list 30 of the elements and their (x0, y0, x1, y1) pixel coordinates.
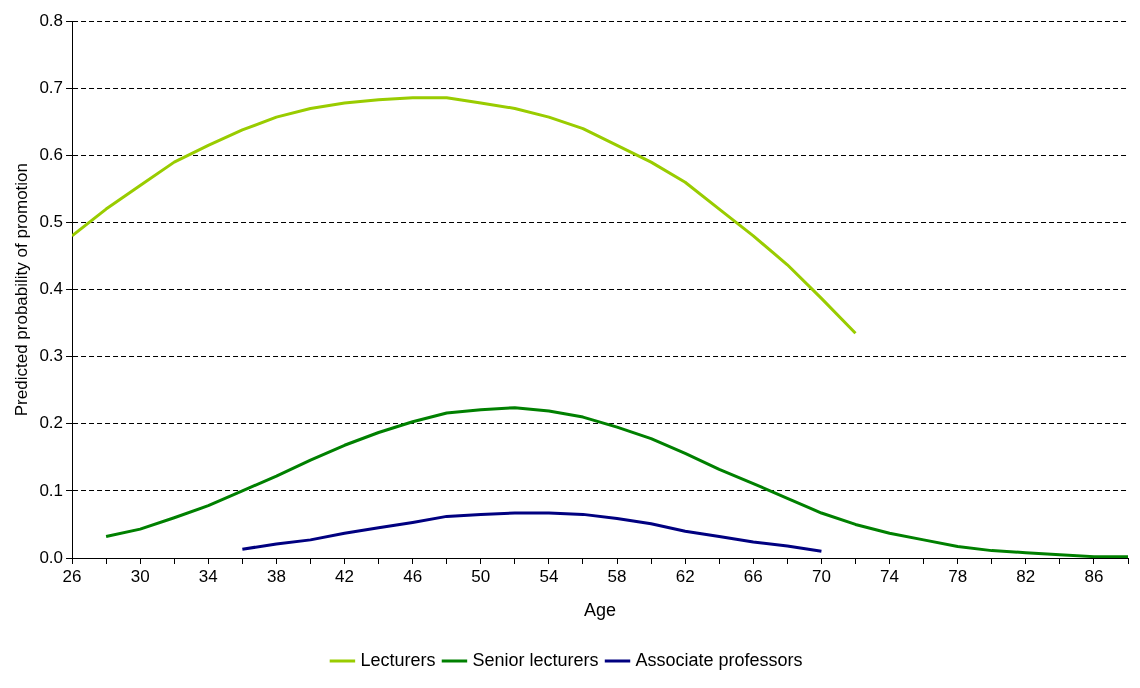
y-tick-label: 0.2 (39, 413, 64, 433)
y-tick-label: 0.6 (39, 145, 64, 165)
x-tick-label: 38 (266, 566, 286, 586)
y-tick-label: 0.5 (39, 212, 64, 232)
x-tick-label: 34 (198, 566, 218, 586)
x-tick-label: 42 (335, 566, 354, 586)
x-tick-label: 26 (62, 566, 82, 586)
x-tick-label: 58 (607, 566, 627, 586)
x-tick-label: 82 (1016, 566, 1036, 586)
x-tick-label: 74 (880, 566, 900, 586)
x-axis-title: Age (584, 600, 617, 621)
y-axis-title: Predicted probability of promotion (11, 162, 31, 417)
x-tick-label: 86 (1084, 566, 1104, 586)
y-tick-label: 0.0 (39, 547, 64, 567)
x-tick-label: 30 (130, 566, 150, 586)
x-tick-label: 66 (743, 566, 763, 586)
y-tick-label: 0.7 (39, 77, 64, 97)
x-tick-label: 78 (948, 566, 968, 586)
x-tick-label: 62 (675, 566, 695, 586)
x-tick-label: 54 (539, 566, 559, 586)
y-tick-label: 0.8 (39, 10, 64, 30)
x-tick-label: 70 (811, 566, 831, 586)
legend-label: Senior lecturers (472, 649, 599, 670)
y-tick-label: 0.3 (39, 346, 64, 366)
legend-label: Lecturers (360, 649, 436, 670)
x-tick-label: 50 (471, 566, 491, 586)
x-tick-label: 46 (403, 566, 423, 586)
legend-label: Associate professors (635, 649, 803, 670)
y-tick-label: 0.1 (39, 480, 64, 500)
y-tick-label: 0.4 (39, 279, 64, 299)
